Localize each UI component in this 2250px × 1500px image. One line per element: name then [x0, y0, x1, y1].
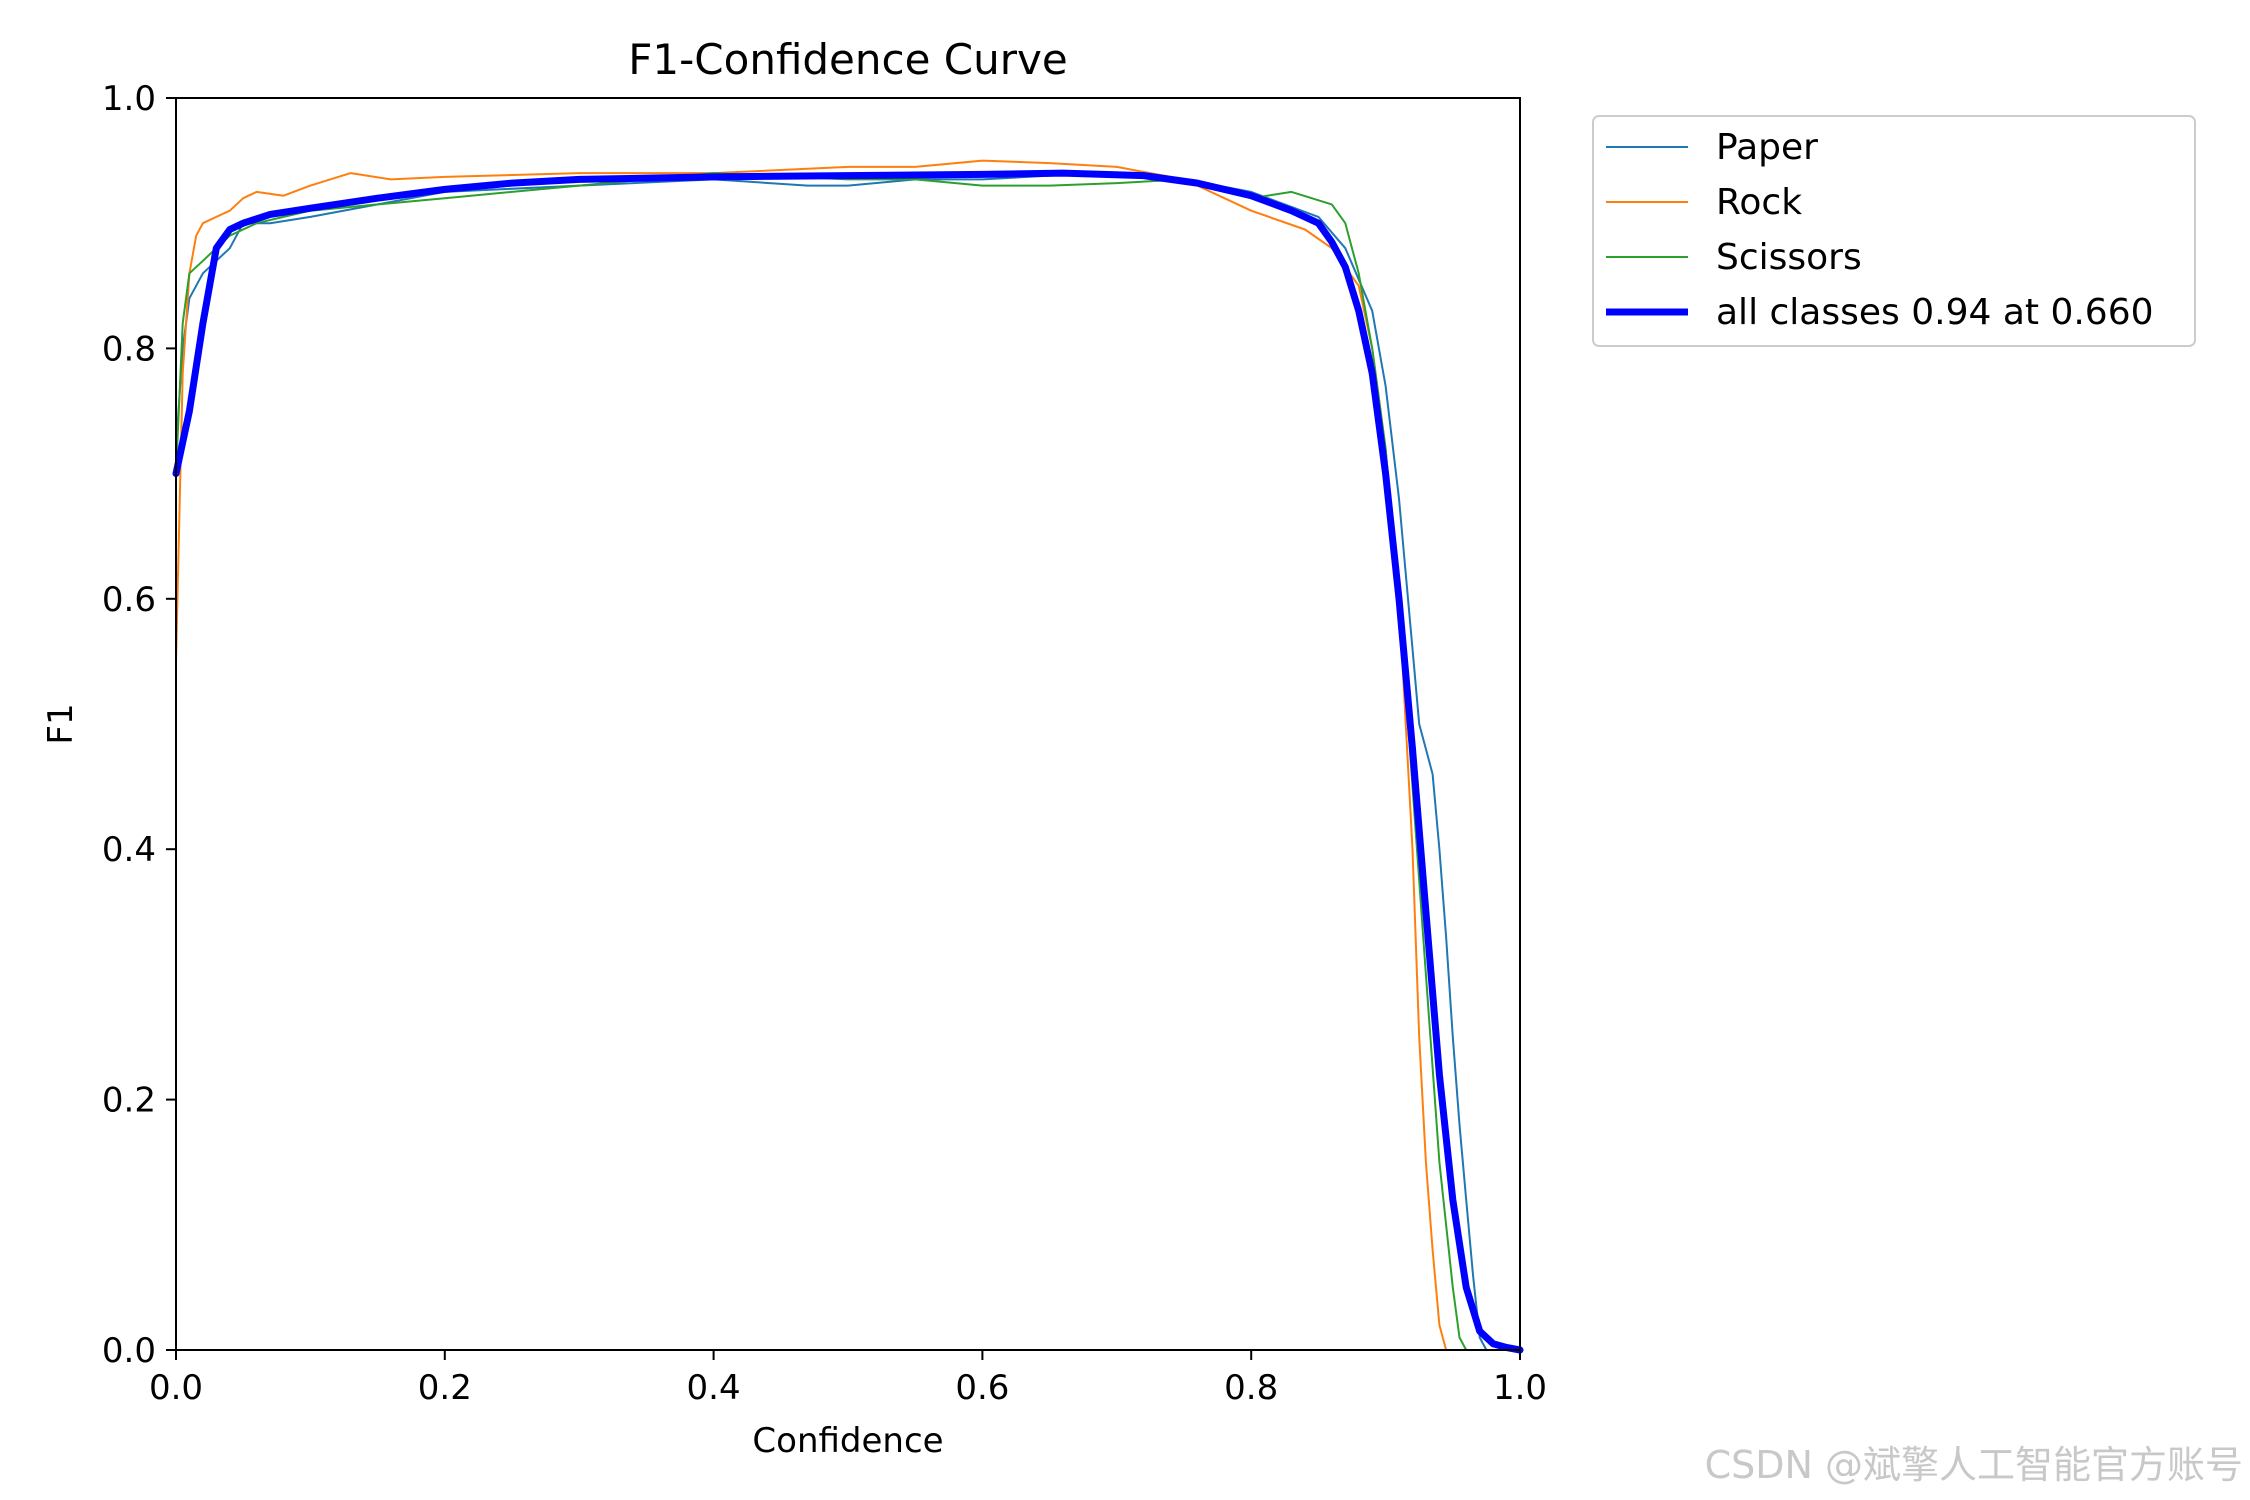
legend-items: Paper Rock Scissors all classes 0.94 at 0.6… [1606, 127, 2154, 333]
x-axis-label: Confidence [752, 1421, 943, 1461]
plot-lines [172, 159, 1524, 1354]
legend-label: Rock [1716, 182, 1802, 223]
y-tick-label: 1.0 [102, 79, 156, 119]
plot-frame [175, 97, 1521, 1351]
x-tick-label: 0.6 [955, 1368, 1009, 1408]
x-tick-label: 0.0 [149, 1368, 203, 1408]
watermark-text: CSDN @斌擎人工智能官方账号 [1705, 1443, 2243, 1487]
legend-label: Scissors [1716, 237, 1862, 278]
x-tick-label: 1.0 [1493, 1368, 1547, 1408]
x-tick-label: 0.8 [1224, 1368, 1278, 1408]
legend-box [1592, 115, 2196, 347]
x-tick-label: 0.2 [418, 1368, 472, 1408]
y-tick-label: 0.0 [102, 1331, 156, 1371]
x-axis-ticks: 0.0 0.2 0.4 0.6 0.8 1.0 [149, 1350, 1547, 1408]
y-tick-label: 0.2 [102, 1081, 156, 1121]
chart-title: F1-Confidence Curve [628, 35, 1067, 84]
legend: Paper Rock Scissors all classes 0.94 at 0.6… [1592, 115, 2196, 347]
legend-label: Paper [1716, 127, 1818, 168]
legend-label: all classes 0.94 at 0.660 [1716, 292, 2154, 333]
y-tick-label: 0.6 [102, 580, 156, 620]
y-axis-label: F1 [41, 703, 81, 744]
y-axis-ticks: 0.0 0.2 0.4 0.6 0.8 1.0 [102, 79, 176, 1371]
x-tick-label: 0.4 [687, 1368, 741, 1408]
series-line-3 [172, 169, 1524, 1354]
y-tick-label: 0.4 [102, 830, 156, 870]
y-tick-label: 0.8 [102, 329, 156, 369]
